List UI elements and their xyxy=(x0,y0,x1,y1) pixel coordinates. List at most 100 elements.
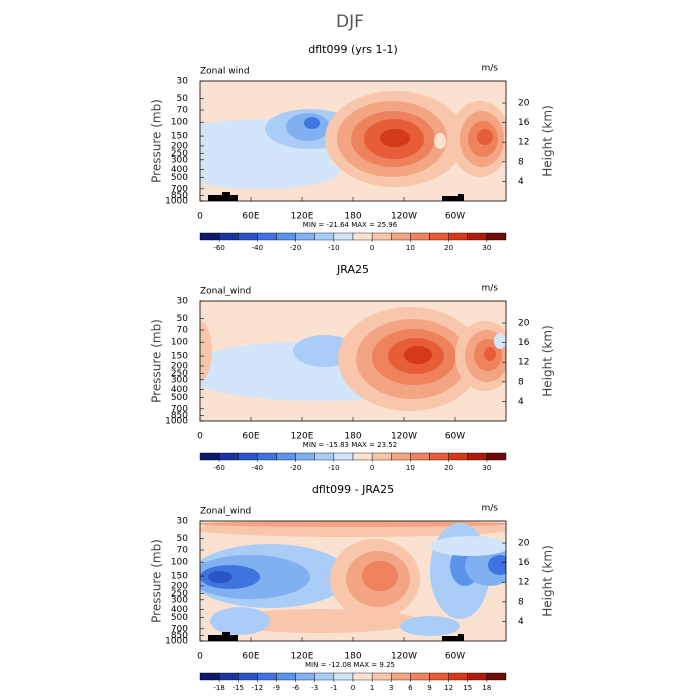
contour-fill xyxy=(210,607,270,635)
contour-field xyxy=(200,521,506,641)
colorbar-label: -1 xyxy=(330,684,337,692)
colorbar-box xyxy=(371,232,392,241)
colorbar-box xyxy=(467,232,488,241)
colorbar-box xyxy=(257,232,277,241)
colorbar-box xyxy=(429,672,449,681)
panel-title: JRA25 xyxy=(336,263,369,276)
y-tick-label: 200 xyxy=(171,581,188,591)
colorbar-box xyxy=(467,672,488,681)
y-tick-label: 30 xyxy=(177,297,189,307)
colorbar-box xyxy=(333,672,354,681)
y-tick-label: 250 xyxy=(171,369,188,379)
colorbar-box xyxy=(371,452,392,461)
topography xyxy=(208,635,238,641)
contour-fill xyxy=(484,347,496,361)
colorbar-label: -10 xyxy=(328,244,339,252)
contour-fill xyxy=(430,536,506,556)
topography xyxy=(442,196,464,201)
y-tick-label: 700 xyxy=(171,624,188,634)
y-tick-label: 250 xyxy=(171,589,188,599)
contour-field xyxy=(200,301,506,421)
x-tick-label: 180 xyxy=(344,212,361,222)
y2-tick-label: 20 xyxy=(518,99,530,109)
colorbar-label: 30 xyxy=(482,244,491,252)
y-tick-label: 300 xyxy=(171,375,188,385)
colorbar-label: 30 xyxy=(482,464,491,472)
y-tick-label: 50 xyxy=(177,94,189,104)
y-axis-label: Pressure (mb) xyxy=(150,539,164,623)
colorbar-box xyxy=(314,672,335,681)
contour-fill xyxy=(208,571,232,583)
y2-tick-label: 12 xyxy=(518,358,529,368)
x-tick-label: 60E xyxy=(242,432,259,442)
y-tick-label: 200 xyxy=(171,361,188,371)
y-tick-label: 700 xyxy=(171,404,188,414)
colorbar-box xyxy=(410,672,430,681)
colorbar-box xyxy=(276,452,296,461)
contour-fill xyxy=(304,117,320,129)
topography xyxy=(222,192,230,195)
colorbar-box xyxy=(257,672,277,681)
colorbar-label: -3 xyxy=(311,684,318,692)
y2-axis-label: Height (km) xyxy=(541,325,555,396)
y2-tick-label: 8 xyxy=(518,377,524,387)
y2-tick-label: 16 xyxy=(518,338,530,348)
colorbar-box xyxy=(218,232,239,241)
colorbar-box xyxy=(295,672,315,681)
x-tick-label: 60W xyxy=(445,652,465,662)
x-tick-label: 180 xyxy=(344,652,361,662)
y2-tick-label: 16 xyxy=(518,118,530,128)
colorbar-box xyxy=(486,232,507,241)
contour-fill xyxy=(200,153,340,189)
colorbar-label: -9 xyxy=(273,684,280,692)
y-tick-label: 70 xyxy=(177,105,189,115)
colorbar-box xyxy=(467,452,488,461)
contour-fill xyxy=(404,346,432,364)
colorbar-label: 20 xyxy=(444,464,453,472)
colorbar-box xyxy=(295,232,315,241)
y-tick-label: 400 xyxy=(171,605,188,615)
colorbar-box xyxy=(352,452,373,461)
topography xyxy=(208,195,238,201)
colorbar-box xyxy=(276,232,296,241)
contour-fill xyxy=(362,561,398,591)
y-tick-label: 50 xyxy=(177,534,189,544)
figure-title: DJF xyxy=(336,12,364,32)
field xyxy=(200,301,506,421)
y-tick-label: 150 xyxy=(171,132,188,142)
colorbar-label: -40 xyxy=(252,244,263,252)
units-label: m/s xyxy=(482,64,499,74)
y-tick-label: 100 xyxy=(171,558,188,568)
y-tick-label: 150 xyxy=(171,352,188,362)
units-label: m/s xyxy=(482,284,499,294)
colorbar-box xyxy=(410,452,430,461)
colorbar-label: 1 xyxy=(370,684,374,692)
y-tick-label: 50 xyxy=(177,314,189,324)
colorbar-label: -60 xyxy=(213,464,224,472)
x-tick-label: 120E xyxy=(291,212,314,222)
y2-tick-label: 16 xyxy=(518,558,530,568)
x-tick-label: 60W xyxy=(445,432,465,442)
y-tick-label: 300 xyxy=(171,155,188,165)
colorbar-box xyxy=(238,672,258,681)
colorbar-label: 10 xyxy=(406,244,415,252)
y-tick-label: 30 xyxy=(177,77,189,87)
colorbar-label: 3 xyxy=(389,684,393,692)
panel-title: dflt099 - JRA25 xyxy=(312,483,394,496)
colorbar-box xyxy=(238,232,258,241)
contour-fill xyxy=(488,555,506,575)
y2-tick-label: 4 xyxy=(518,397,524,407)
x-tick-label: 0 xyxy=(197,212,203,222)
y2-tick-label: 20 xyxy=(518,319,530,329)
y2-tick-label: 20 xyxy=(518,539,530,549)
colorbar-label: 0 xyxy=(370,244,374,252)
colorbar-label: 12 xyxy=(444,684,453,692)
colorbar-box xyxy=(352,672,373,681)
panel-title: dflt099 (yrs 1-1) xyxy=(308,43,398,56)
y-tick-label: 500 xyxy=(171,393,188,403)
x-tick-label: 120W xyxy=(391,652,417,662)
field xyxy=(200,81,506,201)
colorbar-box xyxy=(238,452,258,461)
stats: MIN = -12.08 MAX = 9.25 xyxy=(305,661,395,669)
colorbar-label: -10 xyxy=(328,464,339,472)
